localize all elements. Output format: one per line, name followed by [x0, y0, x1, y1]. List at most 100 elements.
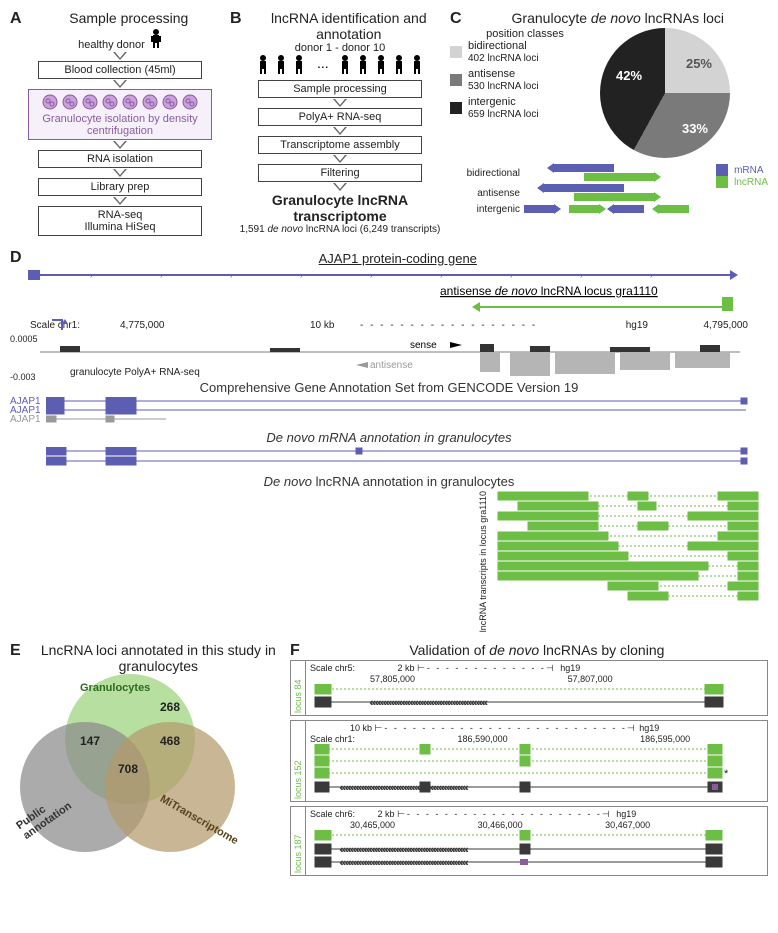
ymax: 0.0005	[10, 334, 38, 344]
svg-text:›: ›	[230, 271, 233, 280]
healthy-donor-label: healthy donor	[78, 39, 145, 51]
antisense-lnc-label: antisense de novo lncRNA locus gra1110	[440, 284, 658, 298]
scale-row: Scale chr1: 4,775,000 10 kb - - - - - - …	[10, 320, 768, 338]
step-b2: Transcriptome assembly	[258, 136, 422, 154]
legend-inter-count: 659 lncRNA loci	[468, 109, 539, 120]
coord-right: 4,795,000	[704, 320, 749, 331]
svg-text:...: ...	[317, 55, 329, 71]
legend-bidir-count: 402 lncRNA loci	[468, 53, 539, 64]
coord-left: 4,775,000	[120, 320, 165, 331]
arrow-down-icon	[333, 99, 347, 107]
panel-b: B lncRNA identification and annotation d…	[230, 10, 450, 237]
panel-f-title: Validation of de novo lncRNAs by cloning	[306, 642, 768, 660]
legend-swatch-icon	[450, 46, 462, 58]
panel-d-label: D	[10, 249, 22, 267]
f2-c0: 30,465,000	[350, 820, 395, 830]
step-b1: PolyA+ RNA-seq	[258, 108, 422, 126]
step-library: Library prep	[38, 178, 202, 196]
pie-label-42: 42%	[616, 68, 642, 83]
f1-c1: 186,595,000	[640, 734, 690, 744]
f0-scale: Scale chr5:	[310, 663, 355, 673]
gencode-tracks: AJAP1 AJAP1 AJAP1	[10, 397, 768, 428]
schematic-inter-label: intergenic	[450, 204, 524, 215]
panel-a-label: A	[10, 10, 22, 28]
panel-b-label: B	[230, 10, 242, 42]
panel-e-label: E	[10, 642, 21, 674]
mrna-legend: mRNA	[734, 165, 763, 176]
pie-label-25: 25%	[686, 56, 712, 71]
svg-text:‹‹‹‹‹‹‹‹‹‹‹‹‹‹‹‹‹‹‹‹‹‹‹‹‹‹‹‹‹‹: ‹‹‹‹‹‹‹‹‹‹‹‹‹‹‹‹‹‹‹‹‹‹‹‹‹‹‹‹‹‹‹‹‹‹‹‹‹‹‹‹…	[340, 858, 468, 867]
svg-text:›: ›	[300, 271, 303, 280]
bottom-row: E LncRNA loci annotated in this study in…	[10, 642, 768, 876]
svg-text:›: ›	[440, 271, 443, 280]
donor-icons: ...	[230, 54, 450, 79]
svg-text:‹‹‹‹‹‹‹‹‹‹‹‹‹‹‹‹‹‹‹‹‹‹‹‹‹‹‹‹‹‹: ‹‹‹‹‹‹‹‹‹‹‹‹‹‹‹‹‹‹‹‹‹‹‹‹‹‹‹‹‹‹‹‹‹‹‹‹‹‹‹‹…	[340, 845, 468, 854]
svg-text:›: ›	[90, 271, 93, 280]
f0-c1: 57,807,000	[568, 674, 613, 684]
panel-c: C Granulocyte de novo lncRNAs loci posit…	[450, 10, 768, 237]
locus-152: locus 152 10 kb ⊢- - - - - - - - - - - -…	[290, 720, 768, 802]
venn-g-label: Granulocytes	[80, 682, 150, 694]
sense-label: sense	[410, 340, 437, 351]
legend-title: position classes	[450, 28, 600, 40]
legend-anti: antisense530 lncRNA loci	[450, 68, 600, 92]
panel-d: D AJAP1 protein-coding gene ››››››››› an…	[10, 249, 768, 632]
legend-anti-name: antisense	[468, 68, 515, 80]
ajap-gene-label: AJAP1 protein-coding gene	[28, 251, 768, 266]
svg-text:‹‹‹‹‹‹‹‹‹‹‹‹‹‹‹‹‹‹‹‹‹‹‹‹‹‹‹‹‹‹: ‹‹‹‹‹‹‹‹‹‹‹‹‹‹‹‹‹‹‹‹‹‹‹‹‹‹‹‹‹‹‹‹‹‹‹‹‹‹‹‹…	[370, 698, 488, 707]
panel-c-title: Granulocyte de novo lncRNAs loci	[468, 10, 768, 28]
top-row: A Sample processing healthy donor Blood …	[10, 10, 768, 237]
svg-text:›: ›	[510, 271, 513, 280]
panel-e: E LncRNA loci annotated in this study in…	[10, 642, 290, 876]
f1-scale: Scale chr1:	[310, 734, 355, 744]
panel-f: F Validation of de novo lncRNAs by cloni…	[290, 642, 768, 876]
f2-genome: hg19	[616, 809, 636, 819]
step-granulocyte: Granulocyte isolation by density centrif…	[28, 89, 212, 140]
venn-n-gm: 468	[160, 734, 180, 748]
step-seq: RNA-seq Illumina HiSeq	[38, 206, 202, 236]
arrow-down-icon	[333, 183, 347, 191]
locus-84: locus 84 Scale chr5: 2 kb ⊢- - - - - - -…	[290, 660, 768, 716]
svg-text:›: ›	[580, 271, 583, 280]
f1-c0: 186,590,000	[458, 734, 508, 744]
lnc-legend: lncRNA	[734, 177, 768, 188]
f2-c1: 30,466,000	[478, 820, 523, 830]
pie-label-33: 33%	[682, 121, 708, 136]
legend-swatch-icon	[450, 74, 462, 86]
lnc-swatch-icon	[716, 176, 728, 188]
gene-track: ››››››››› antisense de novo lncRNA locus…	[10, 267, 750, 317]
f2-kb: 2 kb	[378, 809, 395, 819]
ymin: -0.003	[10, 372, 36, 382]
legend-inter: intergenic659 lncRNA loci	[450, 96, 600, 120]
f1-kb: 10 kb	[350, 723, 372, 733]
f1-genome: hg19	[639, 723, 659, 733]
legend-swatch-icon	[450, 102, 462, 114]
result-sub: 1,591 de novo lncRNA loci (6,249 transcr…	[230, 224, 450, 235]
rnaseq-label: granulocyte PolyA+ RNA-seq	[70, 367, 200, 378]
schematic-inter: intergenic	[450, 204, 768, 215]
svg-text:›: ›	[650, 271, 653, 280]
cells-icon	[40, 94, 200, 110]
arrow-down-icon	[113, 169, 127, 177]
locus-84-label: locus 84	[291, 661, 306, 715]
svg-text:‹‹‹‹‹‹‹‹‹‹‹‹‹‹‹‹‹‹‹‹‹‹‹‹‹‹‹‹‹‹: ‹‹‹‹‹‹‹‹‹‹‹‹‹‹‹‹‹‹‹‹‹‹‹‹‹‹‹‹‹‹‹‹‹‹‹‹‹‹‹‹…	[340, 783, 468, 792]
panel-b-title: lncRNA identification and annotation	[248, 10, 450, 42]
f0-genome: hg19	[560, 663, 580, 673]
genome: hg19	[626, 320, 648, 331]
arrow-down-icon	[113, 141, 127, 149]
lnc-side-label: lncRNA transcripts in locus gra1110	[478, 491, 488, 632]
wiggle-track: 0.0005 sense antisense granulocyte PolyA…	[10, 338, 768, 378]
arrow-down-icon	[113, 197, 127, 205]
schematic: mRNA lncRNA bidirectional antisense inte…	[450, 164, 768, 215]
mrna-tracks	[46, 447, 778, 469]
step-blood: Blood collection (45ml)	[38, 61, 202, 79]
legend-bidir-name: bidirectional	[468, 40, 527, 52]
venn-n-gp: 147	[80, 734, 100, 748]
schematic-bidir-label: bidirectional	[450, 168, 524, 179]
ajap-lab-2: AJAP1	[10, 414, 41, 425]
step-rna: RNA isolation	[38, 150, 202, 168]
venn-n-all: 708	[118, 762, 138, 776]
panel-a-title: Sample processing	[28, 10, 230, 28]
panel-f-label: F	[290, 642, 300, 660]
locus-152-label: locus 152	[291, 721, 306, 801]
